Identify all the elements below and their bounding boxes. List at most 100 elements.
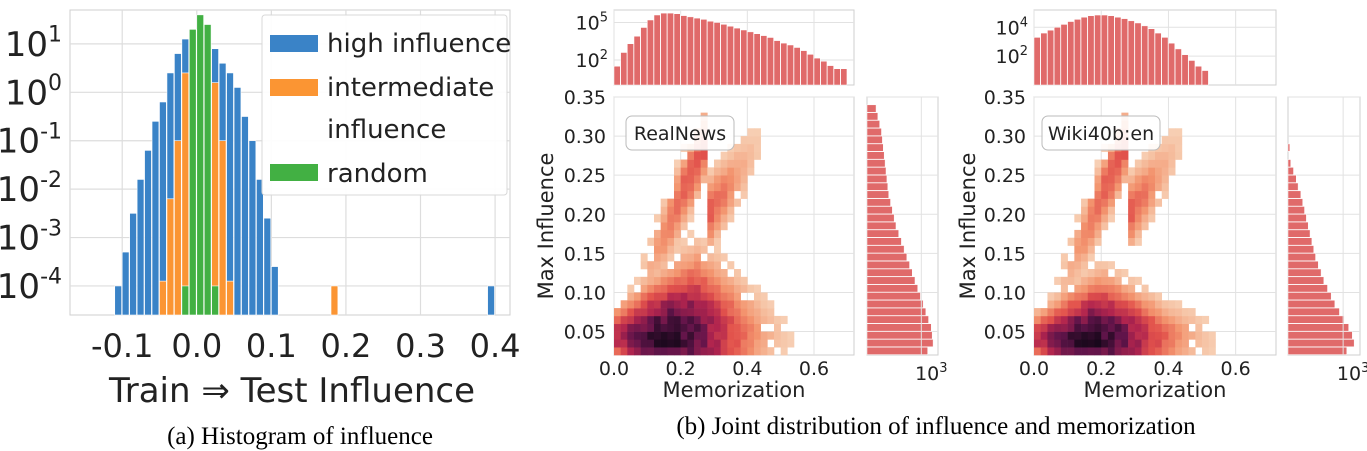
realnews-heatmap-cell bbox=[647, 261, 655, 270]
realnews-heatmap-cell bbox=[634, 308, 641, 317]
wiki-heatmap-cell bbox=[1034, 339, 1042, 348]
wiki-top-hist-bar bbox=[1141, 25, 1149, 86]
wiki-heatmap-cell bbox=[1202, 347, 1210, 356]
realnews-top-hist-bar bbox=[713, 22, 721, 86]
realnews-heatmap-cell bbox=[747, 167, 755, 176]
realnews-right-hist-bar bbox=[866, 112, 879, 121]
realnews-heatmap-cell bbox=[714, 175, 721, 184]
wiki-heatmap-cell bbox=[1060, 284, 1068, 293]
realnews-right-hist-bar bbox=[866, 128, 882, 136]
histogram-bar-high-influence bbox=[151, 121, 160, 316]
realnews-heatmap-cell bbox=[714, 300, 721, 309]
realnews-heatmap-cell bbox=[674, 222, 681, 231]
realnews-heatmap-cell bbox=[714, 253, 721, 262]
realnews-heatmap-cell bbox=[654, 300, 661, 309]
realnews-heatmap-cell bbox=[747, 315, 755, 325]
realnews-heatmap-cell bbox=[667, 245, 675, 254]
realnews-heatmap-cell bbox=[647, 347, 655, 356]
realnews-heatmap-cell bbox=[754, 151, 761, 160]
wiki-heatmap-cell bbox=[1148, 175, 1156, 184]
wiki-heatmap-cell bbox=[1141, 323, 1149, 332]
wiki-heatmap-cell bbox=[1148, 167, 1156, 176]
wiki-heatmap-cell bbox=[1168, 167, 1176, 176]
realnews-heatmap-cell bbox=[687, 308, 695, 317]
realnews-heatmap-cell bbox=[700, 284, 708, 293]
realnews-heatmap-cell bbox=[707, 261, 715, 270]
realnews-top-hist-bar bbox=[753, 33, 761, 86]
wiki-heatmap-cell bbox=[1114, 276, 1122, 285]
realnews-heatmap-cell bbox=[700, 261, 708, 270]
realnews-right-hist-bar bbox=[866, 135, 883, 144]
realnews-heatmap-cell bbox=[674, 245, 681, 254]
wiki-heatmap-cell bbox=[1034, 347, 1042, 356]
wiki-top-hist-bar bbox=[1080, 16, 1088, 86]
realnews-heatmap-cell bbox=[640, 300, 648, 309]
wiki-heatmap-cell bbox=[1081, 269, 1089, 278]
realnews-right-hist-bar bbox=[866, 346, 928, 355]
wiki-heatmap-cell bbox=[1081, 276, 1089, 285]
wiki-heatmap-cell bbox=[1175, 300, 1183, 309]
realnews-heatmap-cell bbox=[634, 300, 641, 309]
realnews-heatmap-cell bbox=[760, 315, 768, 325]
realnews-heatmap-cell bbox=[680, 276, 688, 285]
realnews-heatmap-cell bbox=[707, 237, 715, 246]
realnews-heatmap-cell bbox=[780, 347, 788, 356]
realnews-heatmap-cell bbox=[740, 143, 748, 153]
wiki-heatmap-cell bbox=[1101, 206, 1109, 215]
realnews-heatmap-cell bbox=[654, 331, 661, 340]
realnews-heatmap-cell bbox=[720, 284, 728, 293]
realnews-heatmap-cell bbox=[640, 253, 648, 262]
realnews-heatmap-cell bbox=[627, 339, 635, 348]
wiki-heatmap-cell bbox=[1161, 143, 1169, 153]
realnews-heatmap-cell bbox=[760, 347, 768, 356]
realnews-y-tick-label: 0.15 bbox=[564, 243, 606, 265]
wiki-heatmap-cell bbox=[1074, 308, 1082, 317]
wiki-heatmap-cell bbox=[1181, 315, 1189, 325]
histogram-bar-high-influence bbox=[121, 251, 130, 316]
wiki-heatmap-cell bbox=[1134, 222, 1142, 231]
realnews-heatmap-y-ticks: 0.05 0.10 0.15 0.20 0.25 0.30 0.35 bbox=[564, 87, 606, 344]
realnews-heatmap-cell bbox=[727, 292, 735, 301]
wiki-heatmap-cell bbox=[1161, 323, 1169, 332]
wiki-heatmap-cell bbox=[1081, 206, 1089, 215]
wiki-heatmap-cell bbox=[1067, 315, 1075, 325]
wiki-heatmap-cell bbox=[1148, 198, 1156, 207]
realnews-top-hist-bar bbox=[653, 14, 661, 86]
realnews-right-hist-bar bbox=[866, 198, 891, 207]
wiki-top-hist-bar bbox=[1168, 42, 1176, 86]
realnews-heatmap-cell bbox=[700, 276, 708, 285]
realnews-top-hist-bar bbox=[720, 24, 728, 86]
wiki-heatmap-cell bbox=[1148, 214, 1156, 223]
realnews-y-tick-label: 0.10 bbox=[564, 282, 606, 304]
realnews-heatmap-cell bbox=[667, 276, 675, 285]
realnews-heatmap-cell bbox=[747, 300, 755, 309]
histogram-bar-random bbox=[203, 24, 212, 316]
realnews-heatmap-cell bbox=[680, 253, 688, 262]
histogram-bar-random bbox=[196, 14, 204, 316]
wiki-top-hist-bar bbox=[1134, 22, 1142, 86]
realnews-heatmap-cell bbox=[734, 269, 741, 278]
wiki-top-hist-bar bbox=[1154, 32, 1162, 86]
realnews-heatmap-cell bbox=[714, 331, 721, 340]
realnews-right-hist-bar bbox=[866, 190, 889, 199]
wiki-heatmap-cell bbox=[1101, 276, 1109, 285]
realnews-heatmap-cell bbox=[687, 339, 695, 348]
wiki-right-hist-bar bbox=[1287, 206, 1305, 215]
realnews-heatmap-cell bbox=[660, 245, 668, 254]
realnews-heatmap-cell bbox=[754, 315, 761, 325]
wiki-heatmap-cell bbox=[1161, 190, 1169, 199]
wiki-heatmap-cell bbox=[1155, 159, 1163, 168]
realnews-heatmap-cell bbox=[734, 276, 741, 285]
realnews-heatmap-cell bbox=[714, 245, 721, 254]
wiki-right-hist-bar bbox=[1287, 237, 1313, 246]
realnews-right-hist-bar bbox=[866, 174, 888, 183]
realnews-heatmap-cell bbox=[754, 143, 761, 153]
realnews-heatmap-cell bbox=[727, 151, 735, 160]
realnews-heatmap-cell bbox=[714, 183, 721, 192]
wiki-heatmap-cell bbox=[1141, 214, 1149, 223]
wiki-heatmap-cell bbox=[1128, 331, 1136, 340]
wiki-heatmap-cell bbox=[1175, 323, 1183, 332]
realnews-right-hist-bar bbox=[866, 300, 924, 308]
wiki-heatmap-cell bbox=[1094, 276, 1102, 285]
realnews-heatmap-cell bbox=[714, 206, 721, 215]
